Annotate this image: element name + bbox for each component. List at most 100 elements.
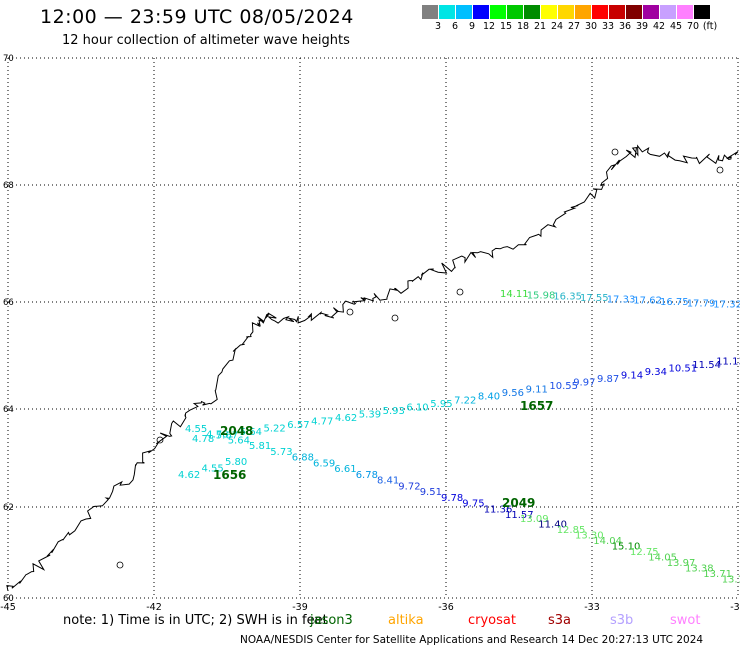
wave-height-value: 4.55: [202, 464, 224, 475]
legend-swatch: [677, 5, 694, 19]
legend-label: 12: [482, 21, 496, 32]
footer-credit: NOAA/NESDIS Center for Satellite Applica…: [240, 634, 704, 646]
legend-label: 9: [468, 21, 476, 32]
wave-height-value: 4.78: [192, 434, 214, 445]
color-legend-labels: 3 6 9 12 15 18 21 24 27 30 33 36 39 42 45 70 (ft): [422, 21, 740, 35]
wave-height-value: 11.57: [505, 510, 534, 521]
wave-height-value: 17.62: [633, 296, 662, 307]
altimeter-tracks: 14.1115.9816.3517.5517.3317.6216.7517.79…: [178, 289, 740, 586]
legend-label: 70: [686, 21, 700, 32]
island-shape: [611, 148, 619, 156]
island-shape: [156, 436, 164, 444]
pass-time-label: 1657: [520, 399, 553, 413]
legend-swatch: [558, 5, 575, 19]
legend-label: 15: [499, 21, 513, 32]
wave-height-value: 5.80: [225, 457, 247, 468]
longitude-label: -45: [0, 602, 16, 612]
wave-height-value: 6.78: [356, 470, 378, 481]
wave-height-value: 13.71: [703, 569, 732, 580]
latitude-label: 66: [3, 298, 14, 308]
island-shape: [716, 166, 724, 174]
wave-height-value: 16.35: [553, 292, 582, 303]
legend-swatch: [609, 5, 626, 19]
legend-label: 39: [635, 21, 649, 32]
wave-height-value: 17.55: [580, 293, 609, 304]
longitude-label: -30: [730, 602, 740, 612]
legend-swatch: [456, 5, 473, 19]
wave-height-value: 9.72: [398, 481, 420, 492]
wave-height-value: 5.22: [264, 423, 286, 434]
wave-height-value: 6.88: [292, 453, 314, 464]
legend-swatch: [541, 5, 558, 19]
pass-time-label: 2048: [220, 424, 253, 438]
legend-swatch: [524, 5, 541, 19]
wave-height-value: 13.09: [520, 514, 549, 525]
longitude-label: -42: [146, 602, 162, 612]
island-shape: [346, 308, 354, 316]
wave-height-value: 11.40: [538, 520, 567, 531]
chart-subtitle: 12 hour collection of altimeter wave hei…: [62, 33, 350, 48]
longitude-label: -36: [438, 602, 454, 612]
legend-label: 36: [618, 21, 632, 32]
wave-height-value: 13.30: [575, 531, 604, 542]
wave-height-value: 17.79: [687, 298, 716, 309]
wave-height-value: 13.38: [685, 564, 714, 575]
wave-height-value: 7.22: [454, 395, 476, 406]
latitude-label: 70: [3, 54, 14, 64]
pass-time-label: 2049: [502, 496, 535, 510]
wave-height-value: 15.10: [612, 542, 641, 553]
wave-height-value: 9.75: [462, 499, 484, 510]
axis-labels: 70 68 66 64 62 60-45 -42 -39 -36 -33 -30: [0, 54, 740, 612]
legend-swatch: [490, 5, 507, 19]
legend-swatch: [439, 5, 456, 19]
wave-height-value: 14.04: [593, 536, 622, 547]
latitude-label: 68: [3, 181, 14, 191]
legend-swatch: [422, 5, 439, 19]
wave-height-value: 9.87: [597, 374, 619, 385]
wave-height-value: 5.64: [228, 436, 250, 447]
satellite-name: cryosat: [468, 613, 516, 628]
legend-label: 18: [516, 21, 530, 32]
legend-swatch: [694, 5, 711, 19]
greenland-coastline: [6, 144, 739, 591]
wave-height-value: 4.62: [335, 413, 357, 424]
wave-height-value: 12.75: [630, 547, 659, 558]
wave-height-value: 13.14: [722, 575, 740, 586]
wave-height-value: 9.34: [645, 367, 667, 378]
island-shape: [391, 314, 399, 322]
wave-height-value: 4.78: [206, 430, 228, 441]
longitude-label: -39: [292, 602, 308, 612]
legend-swatch: [660, 5, 677, 19]
legend-label: 33: [601, 21, 615, 32]
island-shape: [116, 561, 124, 569]
wave-height-value: 10.55: [549, 381, 578, 392]
wave-height-value: 5.39: [359, 409, 381, 420]
wave-height-value: 4.77: [311, 416, 333, 427]
satellite-name: s3a: [548, 613, 572, 628]
satellite-name: s3b: [610, 613, 634, 628]
wave-height-value: 4.55: [185, 424, 207, 435]
wave-height-value: 13.97: [667, 558, 696, 569]
wave-height-value: 5.81: [249, 441, 271, 452]
legend-label: 6: [451, 21, 459, 32]
wave-height-value: 9.78: [441, 493, 463, 504]
longitude-label: -33: [584, 602, 600, 612]
legend-label: 27: [567, 21, 581, 32]
wave-height-value: 6.59: [313, 458, 335, 469]
wave-height-value: 14.05: [648, 553, 677, 564]
legend-label: 45: [669, 21, 683, 32]
legend-swatch: [575, 5, 592, 19]
satellite-name: swot: [670, 613, 701, 628]
legend-label: 42: [652, 21, 666, 32]
wave-height-value: 16.75: [660, 297, 689, 308]
wave-height-value: 11.13: [716, 357, 740, 368]
wave-height-value: 12.85: [557, 525, 586, 536]
legend-swatch: [507, 5, 524, 19]
wave-height-value: 6.61: [334, 464, 356, 475]
wave-height-value: 11.36: [484, 504, 513, 515]
wave-height-value: 8.41: [377, 476, 399, 487]
island-shape: [456, 288, 464, 296]
wave-height-value: 5.73: [270, 447, 292, 458]
coastline-path: [6, 144, 739, 591]
wave-height-value: 17.33: [607, 294, 636, 305]
